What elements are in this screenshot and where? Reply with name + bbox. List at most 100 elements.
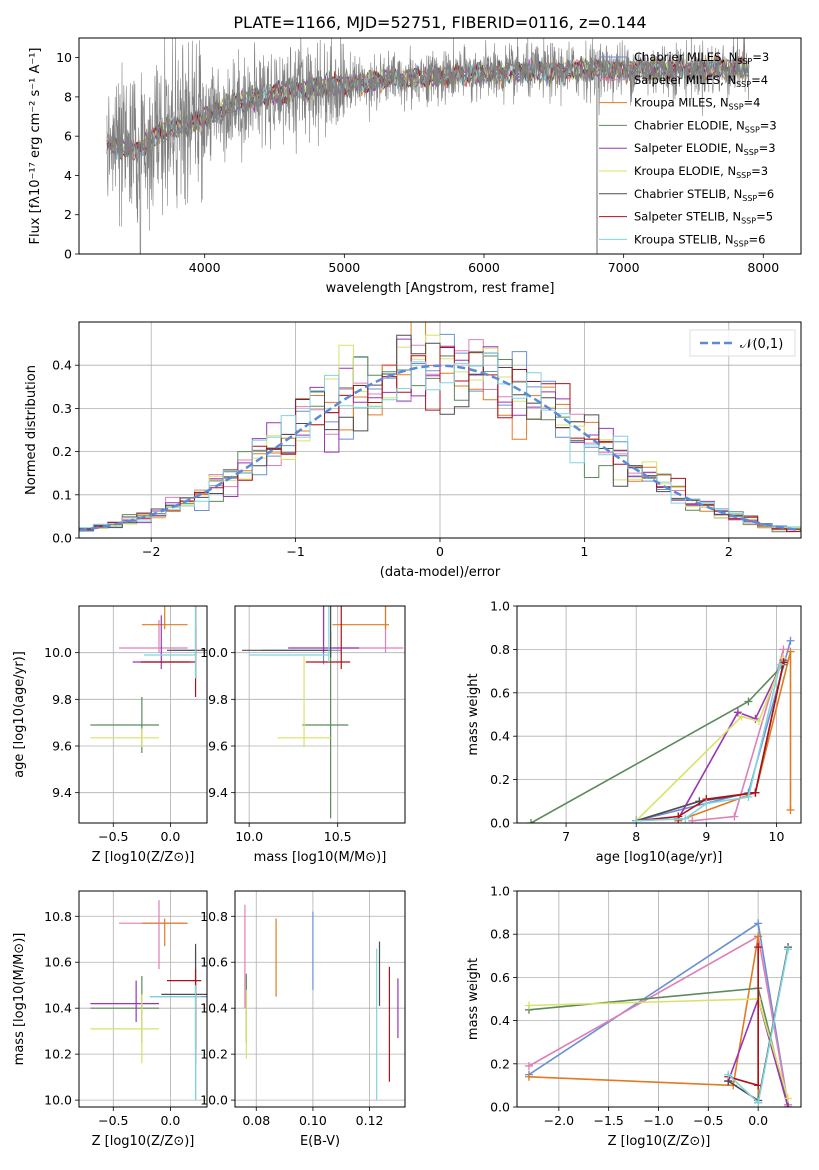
tick-label-x: −1 bbox=[286, 544, 304, 559]
weight-series-line bbox=[636, 640, 792, 822]
tick-label-y: 0.8 bbox=[490, 642, 510, 657]
residual-histogram-step bbox=[79, 347, 801, 533]
weight-marker bbox=[702, 799, 711, 808]
tick-label-y: 9.8 bbox=[52, 692, 72, 707]
weight-marker bbox=[744, 792, 753, 801]
weight-series-line bbox=[635, 657, 785, 822]
tick-label-y: 0.3 bbox=[52, 401, 72, 416]
tick-label-y: 9.6 bbox=[208, 739, 228, 754]
xlabel-mass_Z: Z [log10(Z/Z⊙)] bbox=[92, 1134, 195, 1149]
weight-marker bbox=[524, 1061, 533, 1070]
tick-label-y: 9.8 bbox=[208, 692, 228, 707]
legend-entry: Salpeter MILES, NSSP=4 bbox=[634, 73, 768, 89]
tick-label-y: 10.0 bbox=[200, 645, 228, 660]
legend-entry: Chabrier STELIB, NSSP=6 bbox=[634, 187, 774, 203]
weight-marker bbox=[724, 1070, 733, 1079]
tick-label-y: 0 bbox=[64, 247, 72, 262]
axes-spectrum: 4000 5000 6000 7000 8000 0 2 4 6 8 10 wavelength [A… bbox=[28, 37, 802, 296]
plot-area-weight_Z bbox=[524, 919, 793, 1107]
tick-label-x: 9 bbox=[702, 829, 710, 844]
tick-label-y: 0.1 bbox=[52, 487, 72, 502]
axes-mass_Z: −0.5 0.0 10.0 10.2 10.4 10.6 10.8 Z [log10(Z/Z⊙… bbox=[12, 890, 208, 1149]
tick-label-y: 9.6 bbox=[52, 739, 72, 754]
tick-label-y: 9.4 bbox=[208, 785, 228, 800]
xlabel-spectrum: wavelength [Angstrom, rest frame] bbox=[326, 281, 555, 296]
tick-label-y: 10 bbox=[56, 50, 72, 65]
tick-label-x: 0.12 bbox=[356, 1113, 384, 1128]
tick-label-x: −1.5 bbox=[593, 1113, 623, 1128]
axes-age_mass: 10.0 10.5 9.4 9.6 9.8 10.0 mass [log10(M/M⊙)] bbox=[200, 605, 406, 865]
weight-marker bbox=[754, 717, 763, 726]
axes-residuals: −2 −1 0 1 2 0.0 0.1 0.2 0.3 0.4 (data-model)/error… bbox=[24, 321, 802, 580]
tick-label-x: −0.5 bbox=[98, 1113, 128, 1128]
weight-marker bbox=[681, 814, 690, 823]
tick-label-y: 0.2 bbox=[52, 444, 72, 459]
spectrum-data-line bbox=[106, 38, 750, 254]
weight-series-line bbox=[528, 936, 760, 1103]
tick-label-y: 0.6 bbox=[490, 685, 510, 700]
tick-label-x: 10.0 bbox=[235, 829, 263, 844]
axes-frame bbox=[78, 890, 208, 1108]
tick-label-x: 1 bbox=[580, 544, 588, 559]
weight-marker bbox=[737, 712, 746, 721]
plot-area-mass_Z bbox=[90, 900, 207, 1101]
tick-label-x: 0.0 bbox=[160, 1113, 180, 1128]
tick-label-y: 10.8 bbox=[44, 909, 72, 924]
tick-label-y: 2 bbox=[64, 207, 72, 222]
xlabel-residuals: (data-model)/error bbox=[380, 565, 501, 580]
legend-entry-gaussian: 𝒩(0,1) bbox=[740, 337, 783, 352]
tick-label-x: 0.0 bbox=[748, 1113, 768, 1128]
weight-marker bbox=[779, 645, 788, 654]
legend-entry: Kroupa STELIB, NSSP=6 bbox=[634, 232, 765, 248]
legend-entry: Chabrier MILES, NSSP=3 bbox=[634, 50, 769, 66]
tick-label-x: 10 bbox=[769, 829, 785, 844]
axes-frame bbox=[516, 890, 802, 1108]
tick-label-x: 6000 bbox=[468, 260, 500, 275]
tick-label-y: 0.0 bbox=[52, 531, 72, 546]
plot-area-age_Z bbox=[90, 606, 207, 753]
xlabel-age_Z: Z [log10(Z/Z⊙)] bbox=[92, 850, 195, 865]
tick-label-y: 9.4 bbox=[52, 785, 72, 800]
weight-marker bbox=[754, 919, 763, 928]
tick-label-x: −0.5 bbox=[98, 829, 128, 844]
tick-label-x: −2.0 bbox=[544, 1113, 574, 1128]
weight-marker bbox=[786, 636, 795, 645]
axes-frame bbox=[78, 37, 802, 255]
weight-marker bbox=[632, 816, 641, 823]
tick-label-x: 7 bbox=[562, 829, 570, 844]
tick-label-y: 10.6 bbox=[44, 955, 72, 970]
legend-entry: Salpeter STELIB, NSSP=5 bbox=[634, 210, 773, 226]
weight-marker bbox=[527, 819, 536, 823]
plot-area-residuals bbox=[79, 322, 801, 533]
weight-marker bbox=[754, 1098, 763, 1107]
axes-weight_age: 7 8 9 10 0.0 0.2 0.4 0.6 0.8 1.0 age [log10(age/yr… bbox=[466, 599, 802, 865]
tick-label-x: 0 bbox=[436, 544, 444, 559]
plot-area-weight_age bbox=[527, 636, 795, 823]
ylabel-mass_Z: mass [log10(M/M⊙)] bbox=[12, 933, 27, 1066]
tick-label-x: 0.0 bbox=[160, 829, 180, 844]
tick-label-x: −1.0 bbox=[643, 1113, 673, 1128]
weight-marker bbox=[784, 1094, 793, 1103]
tick-label-y: 0.8 bbox=[490, 927, 510, 942]
weight-marker bbox=[784, 945, 793, 954]
tick-label-y: 0.2 bbox=[490, 772, 510, 787]
tick-label-y: 10.4 bbox=[200, 1001, 228, 1016]
weight-series-line bbox=[677, 659, 785, 820]
gaussian-curve bbox=[79, 364, 801, 532]
tick-label-y: 0.2 bbox=[490, 1056, 510, 1071]
weight-marker bbox=[688, 816, 697, 823]
tick-label-y: 1.0 bbox=[490, 884, 510, 899]
figure-title: PLATE=1166, MJD=52751, FIBERID=0116, z=0… bbox=[233, 13, 646, 32]
xlabel-age_mass: mass [log10(M/M⊙)] bbox=[254, 850, 387, 865]
axes-frame bbox=[516, 605, 802, 824]
axes-frame bbox=[234, 890, 406, 1108]
weight-series-line bbox=[678, 651, 792, 822]
spectrum-legend: Chabrier MILES, NSSP=3 Salpeter MILES, NS… bbox=[599, 50, 777, 248]
tick-label-x: 4000 bbox=[189, 260, 221, 275]
tick-label-y: 10.8 bbox=[200, 909, 228, 924]
weight-marker bbox=[744, 697, 753, 706]
tick-label-y: 0.4 bbox=[490, 729, 510, 744]
tick-label-x: 8 bbox=[632, 829, 640, 844]
tick-label-x: −0.5 bbox=[693, 1113, 723, 1128]
axes-mass_EBV: 0.08 0.10 0.12 10.0 10.2 10.4 10.6 10.8 E(B-V) bbox=[200, 890, 406, 1149]
